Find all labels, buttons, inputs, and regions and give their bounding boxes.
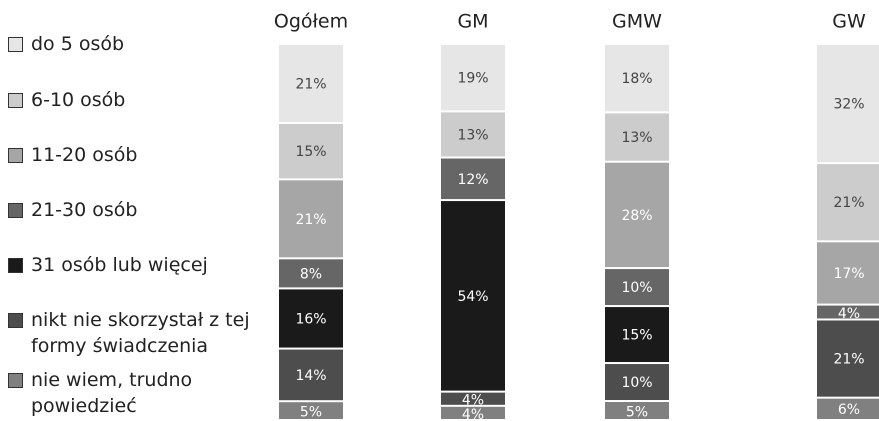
legend-swatch [8, 258, 23, 273]
bar-segment [279, 289, 343, 348]
bar-segment [279, 180, 343, 258]
value-label: 21% [295, 76, 326, 92]
bar-segment [817, 320, 879, 397]
value-label: 4% [462, 393, 484, 409]
value-label: 13% [621, 130, 652, 146]
bar-segment [441, 45, 505, 111]
legend-swatch [8, 373, 23, 388]
legend-label: 6-10 osób [31, 89, 126, 111]
value-label: 17% [833, 266, 864, 282]
value-label: 10% [621, 280, 652, 296]
value-label: 12% [457, 172, 488, 188]
bar-segment [279, 349, 343, 401]
legend-swatch [8, 93, 23, 108]
legend-swatch [8, 148, 23, 163]
value-label: 4% [462, 407, 484, 421]
x-tick-label: GW [832, 11, 866, 33]
legend-label: do 5 osób [31, 33, 125, 55]
bar-segment [605, 162, 669, 268]
bar-segment [605, 307, 669, 363]
legend-swatch [8, 37, 23, 52]
legend-label: nie wiem, trudno powiedzieć [31, 369, 193, 417]
value-label: 54% [457, 289, 488, 305]
value-label: 5% [300, 405, 322, 421]
bar-segment [279, 45, 343, 122]
legend-item: 6-10 osób [8, 87, 278, 113]
value-label: 21% [295, 212, 326, 228]
legend-item: nie wiem, trudno powiedzieć [8, 367, 278, 419]
bar-segment [605, 364, 669, 401]
legend-item: nikt nie skorzystał z tej formy świadcze… [8, 307, 278, 359]
x-tick-label: GM [457, 11, 488, 33]
legend-swatch [8, 313, 23, 328]
bar-segment [605, 402, 669, 419]
bar-segment [605, 269, 669, 306]
value-label: 8% [300, 266, 322, 282]
legend-swatch [8, 203, 23, 218]
bar-segment [441, 201, 505, 391]
x-tick-label: GMW [612, 11, 662, 33]
value-label: 5% [626, 405, 648, 421]
legend-item: 31 osób lub więcej [8, 252, 278, 278]
value-label: 4% [838, 306, 860, 322]
value-label: 15% [621, 328, 652, 344]
bar-segment [441, 392, 505, 405]
bar-segment [817, 398, 879, 419]
value-label: 21% [833, 352, 864, 368]
value-label: 15% [295, 144, 326, 160]
bar-segment [605, 113, 669, 161]
value-label: 28% [621, 208, 652, 224]
bar-segment [817, 164, 879, 241]
value-label: 32% [833, 97, 864, 113]
bar-segment [817, 242, 879, 304]
legend-label: nikt nie skorzystał z tej formy świadcze… [31, 309, 250, 357]
bar-segment [605, 45, 669, 112]
legend-label: 11-20 osób [31, 144, 138, 166]
value-label: 16% [295, 311, 326, 327]
legend-item: 11-20 osób [8, 142, 278, 168]
x-tick-label: Ogółem [274, 11, 348, 33]
bar-segment [817, 45, 879, 163]
bar-segment [279, 402, 343, 419]
legend-item: do 5 osób [8, 31, 278, 57]
bar-segment [817, 305, 879, 319]
value-label: 14% [295, 368, 326, 384]
bar-segment [279, 259, 343, 288]
value-label: 21% [833, 195, 864, 211]
value-label: 19% [457, 71, 488, 87]
value-label: 18% [621, 71, 652, 87]
value-label: 6% [838, 402, 860, 418]
value-label: 10% [621, 375, 652, 391]
bar-segment [441, 406, 505, 419]
legend-label: 31 osób lub więcej [31, 254, 208, 276]
bar-segment [441, 112, 505, 157]
legend-label: 21-30 osób [31, 199, 138, 221]
bar-segment [279, 123, 343, 179]
legend-item: 21-30 osób [8, 197, 278, 223]
value-label: 13% [457, 127, 488, 143]
bar-segment [441, 158, 505, 200]
